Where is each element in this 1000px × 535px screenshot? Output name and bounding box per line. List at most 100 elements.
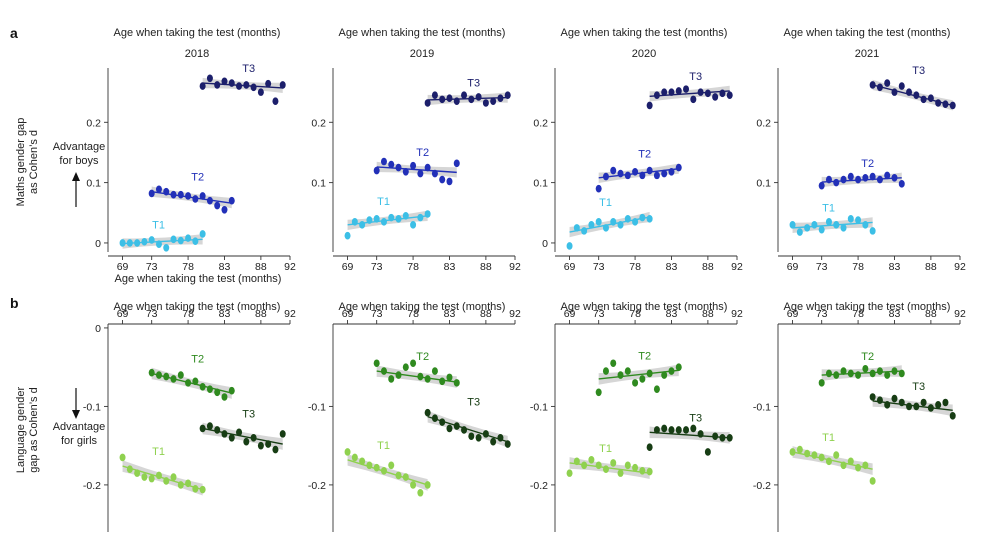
language-2021-y-tick-label: -0.1 <box>753 401 771 413</box>
language-2018-T1-point <box>170 473 177 481</box>
maths-advantage-arrow-icon <box>72 172 80 207</box>
language-2019-T2-point <box>402 363 409 371</box>
language-2018-T2-point <box>148 368 155 377</box>
maths-2021-T1-point <box>804 224 811 232</box>
language-2018-T2-point <box>163 372 170 381</box>
maths-2019-T3-point <box>431 91 438 99</box>
language-2019-T2-point <box>431 367 438 375</box>
language-2021-T1-point <box>833 451 840 459</box>
language-2021-T1-point <box>869 477 876 485</box>
language-2020-T1-point <box>588 455 595 464</box>
maths-2019-x-tick-label: 83 <box>444 261 456 273</box>
maths-2019-T1-point <box>388 213 395 222</box>
language-2021-x-tick-label: 69 <box>787 308 799 320</box>
maths-2018-T1-point <box>199 230 206 238</box>
language-2019-T1-point <box>417 488 424 497</box>
language-2021-T2-series-label: T2 <box>861 351 874 363</box>
maths-2018-T2-point <box>206 196 213 205</box>
language-2021-x-tick-label: 92 <box>954 308 966 320</box>
language-2019-x-tick-label: 83 <box>444 308 456 320</box>
language-2019-top-xlabel: Age when taking the test (months) <box>339 301 506 313</box>
language-2020-T3-point <box>683 426 690 434</box>
language-2018-T2-point <box>155 371 162 379</box>
maths-2018-T2-point <box>199 192 206 200</box>
language-2021-T1-point <box>789 448 796 456</box>
maths-2021-y-tick-label: 0.2 <box>756 117 771 129</box>
maths-2020-T3-point <box>683 85 690 93</box>
maths-2020-T3-point <box>697 88 704 96</box>
language-ylabel-line1: Language gender <box>15 387 27 474</box>
language-2021-T3-point <box>869 393 876 401</box>
maths-2019-T1-point <box>417 213 424 222</box>
maths-2020-T3-point <box>726 91 733 99</box>
language-2021-T2-point <box>855 371 862 379</box>
maths-2018-T1-point <box>155 240 162 248</box>
maths-2018-T2-point <box>214 201 221 210</box>
language-2021-x-tick-label: 78 <box>852 308 864 320</box>
language-2020-T3-point <box>646 443 653 452</box>
maths-2021-T2-point <box>876 175 883 184</box>
language-2020-T2-series-label: T2 <box>638 350 651 362</box>
language-2021-T3-point <box>927 404 934 412</box>
maths-2019-T3-point <box>453 97 460 105</box>
maths-2018-T3-point <box>199 82 206 90</box>
maths-2019-T1-point <box>424 210 431 218</box>
maths-2020-T3-point <box>704 89 711 98</box>
maths-ylabel-line2: as Cohen’s d <box>28 130 40 194</box>
maths-2021-T1-point <box>811 221 818 229</box>
subplot-language-2021: Age when taking the test (months) -0.1 -0.… <box>753 301 966 532</box>
language-2021-T3-point <box>891 394 898 403</box>
language-2018-T2-point <box>214 388 221 397</box>
language-2018-T1-point <box>177 481 184 489</box>
language-2021-T2-point <box>818 379 825 387</box>
maths-2018-year-label: 2018 <box>185 48 209 60</box>
panel-b-label: b <box>10 295 19 311</box>
subplot-maths-2019: Age when taking the test (months) 2019 0.1… <box>311 27 521 273</box>
language-2021-top-xlabel: Age when taking the test (months) <box>784 301 951 313</box>
language-2021-T1-point <box>825 457 832 466</box>
maths-2020-y-tick-label: 0 <box>542 238 548 250</box>
maths-2018-T3-point <box>279 81 286 89</box>
language-2021-T2-point <box>884 371 891 379</box>
language-2021-T1-point <box>811 451 818 459</box>
maths-2019-T1-point <box>402 212 409 220</box>
maths-2018-T2-series-label: T2 <box>191 172 204 184</box>
language-2019-T1-point <box>373 463 380 472</box>
maths-2018-T2-point <box>170 190 177 199</box>
maths-2020-T2-point <box>675 163 682 172</box>
language-2020-T2-point <box>661 371 668 379</box>
maths-2018-T2-point <box>192 195 199 203</box>
maths-2021-T3-point <box>891 88 898 96</box>
subplot-language-2019: Age when taking the test (months) -0.1 -0.… <box>308 301 521 532</box>
language-2019-T3-point <box>446 424 453 433</box>
maths-2019-T3-point <box>475 93 482 101</box>
language-2019-T3-point <box>461 426 468 434</box>
maths-2018-x-tick-label: 69 <box>117 261 129 273</box>
language-2018-T2-point <box>228 386 235 395</box>
maths-2020-T2-point <box>595 184 602 193</box>
language-2021-T1-point <box>818 453 825 462</box>
maths-2019-T2-point <box>431 169 438 178</box>
language-2020-x-tick-label: 83 <box>666 308 678 320</box>
language-2019-T3-point <box>475 434 482 442</box>
language-2019-T2-point <box>388 375 395 383</box>
maths-2021-T3-point <box>869 81 876 89</box>
language-2018-T3-point <box>279 430 286 438</box>
language-2019-T3-point <box>482 430 489 438</box>
maths-2021-x-tick-label: 69 <box>787 261 799 273</box>
maths-2020-T1-point <box>602 224 609 232</box>
maths-2018-T1-point <box>119 239 126 247</box>
maths-2019-T1-point <box>359 221 366 229</box>
maths-ylabel-line1: Maths gender gap <box>15 118 27 207</box>
language-2020-x-tick-label: 69 <box>564 308 576 320</box>
subplot-language-2020: Age when taking the test (months) -0.1 -0.… <box>530 301 743 532</box>
language-2020-T2-point <box>595 388 602 397</box>
language-2021-T3-series-label: T3 <box>912 381 925 393</box>
maths-2018-T1-point <box>177 236 184 245</box>
language-2019-T1-point <box>351 453 358 462</box>
maths-2020-T3-point <box>646 101 653 110</box>
language-2021-T3-point <box>876 396 883 404</box>
maths-2020-T2-point <box>602 172 609 181</box>
language-2018-x-tick-label: 88 <box>255 308 267 320</box>
maths-2018-x-tick-label: 92 <box>284 261 296 273</box>
